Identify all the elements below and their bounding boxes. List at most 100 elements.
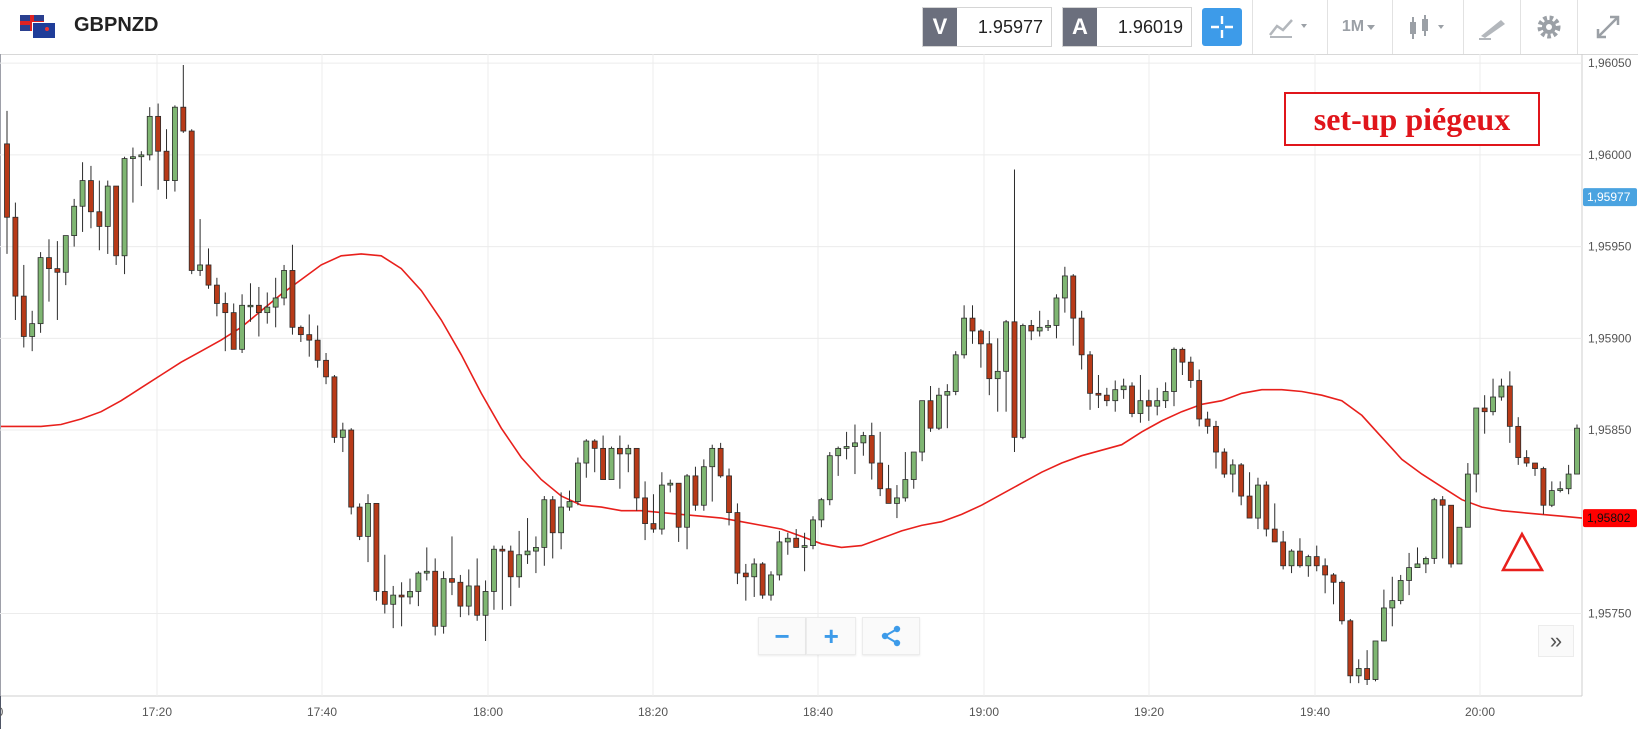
x-tick-label: 18:20 [638, 705, 668, 719]
candle-body [155, 115, 162, 152]
candle-body [936, 394, 942, 429]
fullscreen-button[interactable] [1577, 0, 1638, 54]
candle-body [700, 466, 707, 506]
candle-body [1255, 484, 1261, 519]
candle-body [1490, 396, 1496, 413]
candle-body [793, 537, 800, 548]
candle-body [205, 264, 212, 286]
candle-body [1078, 317, 1085, 356]
candle-body [877, 462, 884, 490]
candle-body [583, 440, 590, 464]
y-tick-label: 1,95750 [1588, 606, 1632, 620]
candle-body [1506, 385, 1513, 427]
candle-body [356, 506, 363, 537]
candle-body [1288, 550, 1295, 567]
candle-body [1154, 400, 1161, 407]
candle-body [784, 537, 791, 543]
candle-body [1330, 574, 1337, 583]
candle-body [994, 370, 1001, 380]
symbol-selector[interactable]: GBPNZD [20, 14, 158, 39]
candle-body [684, 475, 690, 528]
candle-body [1213, 425, 1219, 453]
candle-body [46, 257, 52, 270]
candle-body [314, 339, 321, 361]
chart-type-icon [1269, 19, 1307, 38]
bid-label: V [923, 8, 957, 46]
candle-body [658, 484, 665, 530]
candle-body [130, 156, 136, 159]
x-tick-label: 19:00 [969, 705, 999, 719]
bid-value: 1.95977 [977, 16, 1043, 37]
y-tick-label: 1,96050 [1588, 56, 1632, 70]
candle-body [222, 303, 229, 314]
candle-body [1003, 321, 1009, 372]
candle-body [1347, 620, 1354, 677]
top-toolbar: GBPNZD V 1.95977 A 1.96019 1M [0, 0, 1638, 55]
candle-body [1339, 581, 1345, 622]
candle-body [465, 585, 472, 607]
candle-body [1019, 325, 1026, 438]
chart-type-button[interactable] [1252, 0, 1327, 54]
candle-body [1574, 427, 1580, 475]
candle-body [1095, 392, 1102, 396]
candle-body [1112, 389, 1119, 402]
candle-body [180, 106, 187, 132]
candle-body [197, 264, 204, 271]
candle-body [978, 330, 984, 345]
candle-body [1238, 464, 1245, 497]
candle-body [423, 570, 430, 574]
candle-body [1196, 380, 1203, 420]
candle-body [692, 475, 699, 506]
candle-body [1397, 580, 1404, 602]
candle-body [549, 499, 556, 534]
y-tick-label: 1,95950 [1588, 240, 1632, 254]
candle-body [533, 547, 539, 552]
candlestick-icon [1410, 15, 1444, 39]
candle-body [12, 216, 19, 297]
timeframe-button[interactable]: 1M [1327, 0, 1392, 54]
current-price-tag: 1,95977 [1587, 190, 1631, 204]
settings-button[interactable] [1520, 0, 1577, 54]
candle-body [1263, 484, 1270, 530]
candle-body [1523, 457, 1530, 464]
x-tick-label: 17:40 [307, 705, 337, 719]
bid-price-box[interactable]: V 1.95977 [922, 7, 1052, 47]
candle-body [1179, 348, 1186, 363]
candle-body [860, 435, 867, 444]
candle-style-button[interactable] [1392, 0, 1463, 54]
ma-price-tag: 1,95802 [1587, 511, 1631, 525]
ask-value: 1.96019 [1117, 16, 1183, 37]
x-tick-label: 19:20 [1134, 705, 1164, 719]
candle-body [1061, 275, 1068, 299]
candle-body [499, 548, 506, 552]
candle-body [835, 447, 842, 457]
candle-body [71, 205, 78, 236]
candle-body [894, 497, 900, 504]
draw-tools-button[interactable] [1463, 0, 1520, 54]
zoom-in-button[interactable]: + [806, 617, 857, 655]
share-button[interactable] [862, 617, 920, 655]
candle-body [339, 429, 346, 438]
candle-body [910, 451, 917, 480]
candle-body [868, 435, 875, 464]
candle-body [407, 591, 413, 598]
candle-body [717, 447, 724, 477]
candle-body [768, 574, 774, 596]
candle-body [734, 512, 741, 574]
crosshair-button[interactable] [1202, 8, 1242, 46]
x-tick-label: 0 [0, 705, 4, 719]
more-button[interactable]: » [1538, 625, 1574, 657]
candle-body [1129, 385, 1135, 414]
candle-body [1103, 394, 1110, 402]
price-chart[interactable]: 1,96050 1,96000 1,95950 1,95900 1,95850 1,957… [0, 54, 1638, 729]
ask-price-box[interactable]: A 1.96019 [1062, 7, 1192, 47]
current-price-tag-bg [1583, 188, 1637, 207]
candle-body [4, 143, 10, 218]
candle-body [457, 581, 464, 607]
candle-body [331, 376, 338, 438]
candle-body [146, 115, 153, 156]
candle-body [1406, 567, 1412, 581]
candle-body [650, 523, 657, 530]
x-tick-label: 17:20 [142, 705, 172, 719]
zoom-out-button[interactable]: − [758, 617, 807, 655]
